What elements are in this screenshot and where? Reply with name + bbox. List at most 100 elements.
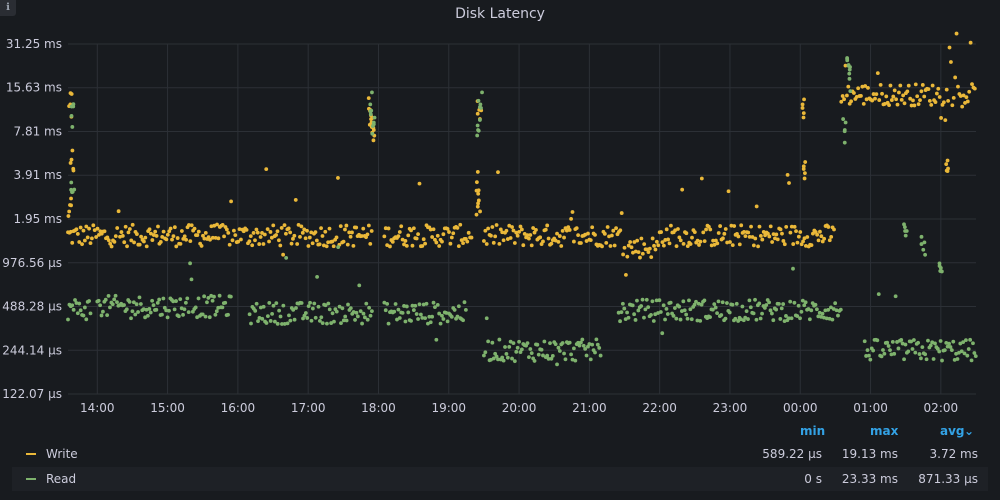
read-point xyxy=(157,297,162,302)
write-point xyxy=(961,93,966,98)
write-point xyxy=(109,244,114,249)
write-point xyxy=(559,244,564,248)
read-point xyxy=(833,301,838,306)
read-point xyxy=(431,300,436,305)
info-icon[interactable]: ℹ xyxy=(0,0,16,16)
read-point xyxy=(640,297,645,302)
write-point xyxy=(385,243,390,248)
write-point xyxy=(861,102,866,106)
write-point xyxy=(729,223,734,228)
read-point xyxy=(228,294,233,299)
read-point xyxy=(368,313,373,318)
read-point xyxy=(541,353,545,358)
read-point xyxy=(370,131,375,136)
write-point xyxy=(423,241,428,246)
read-point xyxy=(247,312,252,317)
read-point xyxy=(532,359,537,363)
read-point xyxy=(893,294,898,299)
panel-title[interactable]: Disk Latency xyxy=(455,6,545,22)
read-point xyxy=(174,299,178,303)
write-point xyxy=(496,170,500,175)
read-point xyxy=(903,342,908,347)
write-point xyxy=(430,235,435,239)
read-point xyxy=(795,314,800,318)
read-point xyxy=(217,293,222,298)
read-point xyxy=(433,305,437,310)
y-tick-label: 31.25 ms xyxy=(6,37,62,51)
write-point xyxy=(944,162,949,167)
write-point xyxy=(209,224,214,229)
legend-series-name: Write xyxy=(46,447,78,461)
write-point xyxy=(284,231,288,236)
write-point xyxy=(510,225,514,229)
read-point xyxy=(803,300,808,305)
write-point xyxy=(366,223,371,228)
read-point xyxy=(736,319,741,323)
write-point xyxy=(795,240,800,245)
write-point xyxy=(244,227,249,232)
read-point xyxy=(402,304,406,308)
read-point xyxy=(572,346,576,351)
read-point xyxy=(438,321,443,326)
write-point xyxy=(758,234,763,238)
write-point xyxy=(653,247,658,252)
read-point xyxy=(923,252,928,257)
read-point xyxy=(108,305,112,310)
x-tick-label: 21:00 xyxy=(572,401,607,415)
read-point xyxy=(463,307,468,312)
read-point xyxy=(945,344,950,349)
write-point xyxy=(456,244,461,249)
write-point xyxy=(461,241,465,246)
read-point xyxy=(72,187,77,192)
read-point xyxy=(400,310,405,315)
read-point xyxy=(902,357,906,362)
write-point xyxy=(279,226,284,230)
write-point xyxy=(420,244,425,248)
read-point xyxy=(688,307,693,312)
sort-desc-chevron-icon[interactable]: ⌄ xyxy=(964,424,975,438)
write-point xyxy=(476,201,480,206)
write-point xyxy=(494,223,499,227)
read-point xyxy=(249,321,253,326)
write-point xyxy=(463,236,468,241)
write-point xyxy=(404,244,409,248)
read-point xyxy=(66,317,70,322)
write-point xyxy=(911,98,915,103)
legend-header-avg[interactable]: avg xyxy=(940,424,965,438)
read-point xyxy=(370,90,374,95)
read-point xyxy=(720,300,725,305)
read-point xyxy=(416,317,420,321)
write-point xyxy=(656,243,661,248)
read-point xyxy=(876,292,881,297)
write-point xyxy=(478,209,482,214)
read-point xyxy=(143,315,147,320)
read-point xyxy=(315,274,319,279)
read-point xyxy=(124,307,129,312)
write-point xyxy=(960,104,965,109)
write-point xyxy=(622,245,627,250)
write-point xyxy=(635,238,640,243)
read-point xyxy=(767,300,771,305)
write-point xyxy=(237,227,242,232)
write-point xyxy=(798,230,803,234)
read-point xyxy=(588,357,593,362)
read-point xyxy=(557,349,562,353)
write-point xyxy=(208,237,212,242)
write-point xyxy=(956,84,960,89)
write-point xyxy=(501,238,506,243)
write-point xyxy=(870,98,875,103)
write-point xyxy=(134,232,139,236)
read-point xyxy=(154,307,159,312)
read-point xyxy=(885,340,890,345)
legend-row-read[interactable]: Read 0 s 23.33 ms 871.33 µs xyxy=(12,467,988,491)
legend-row-write[interactable]: Write 589.22 µs 19.13 ms 3.72 ms xyxy=(12,442,988,466)
write-point xyxy=(475,111,480,116)
legend-header-min[interactable]: min xyxy=(800,424,826,438)
legend-header-max[interactable]: max xyxy=(870,424,899,438)
write-point xyxy=(174,244,179,249)
write-point xyxy=(901,93,906,98)
read-point xyxy=(452,308,457,312)
read-point xyxy=(916,340,921,345)
write-point xyxy=(954,31,959,36)
read-point xyxy=(301,316,305,321)
